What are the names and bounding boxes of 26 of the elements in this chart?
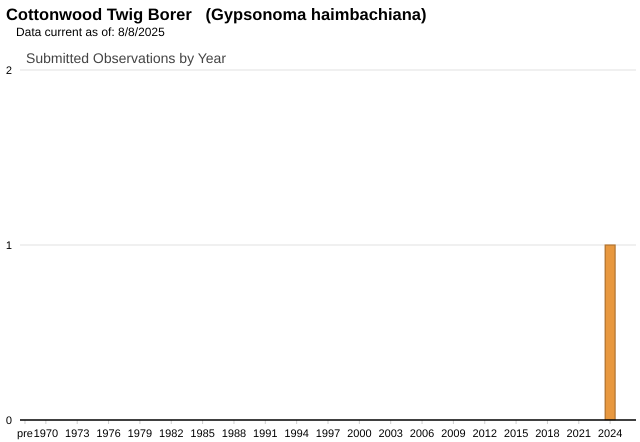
x-tick-label: 1994 xyxy=(284,428,309,440)
x-tick-label: 2012 xyxy=(472,428,497,440)
x-tick-label: 2021 xyxy=(566,428,592,440)
y-tick-label: 2 xyxy=(6,65,12,77)
x-tick-label: 1979 xyxy=(128,428,152,440)
x-tick-label: 2015 xyxy=(504,428,528,440)
x-tick-label: 2003 xyxy=(378,428,403,440)
x-tick-label: pre xyxy=(17,428,33,440)
text: Data current as of: 8/8/2025 xyxy=(16,25,166,39)
x-tick-label: 2000 xyxy=(347,428,372,440)
x-tick-label: 1991 xyxy=(253,428,278,440)
chart-subtitle: Submitted Observations by Year xyxy=(26,50,226,66)
x-tick-label: 1976 xyxy=(96,428,121,440)
x-tick-label: 1982 xyxy=(159,428,184,440)
x-tick-label: 1985 xyxy=(190,428,215,440)
x-tick-label: 1997 xyxy=(316,428,340,440)
x-tick-label: 1988 xyxy=(222,428,246,440)
x-tick-label: 2024 xyxy=(598,428,622,440)
chart-title: Cottonwood Twig Borer (Gypsonoma haimbachiana) xyxy=(6,6,426,24)
x-tick-label: 2009 xyxy=(441,428,466,440)
y-tick-label: 1 xyxy=(6,240,12,252)
y-tick-label: 0 xyxy=(6,415,12,427)
x-tick-label: 1973 xyxy=(64,428,90,440)
x-tick-label: 1970 xyxy=(34,428,58,440)
x-tick-label: 2018 xyxy=(535,428,560,440)
x-tick-label: 2006 xyxy=(410,428,434,440)
